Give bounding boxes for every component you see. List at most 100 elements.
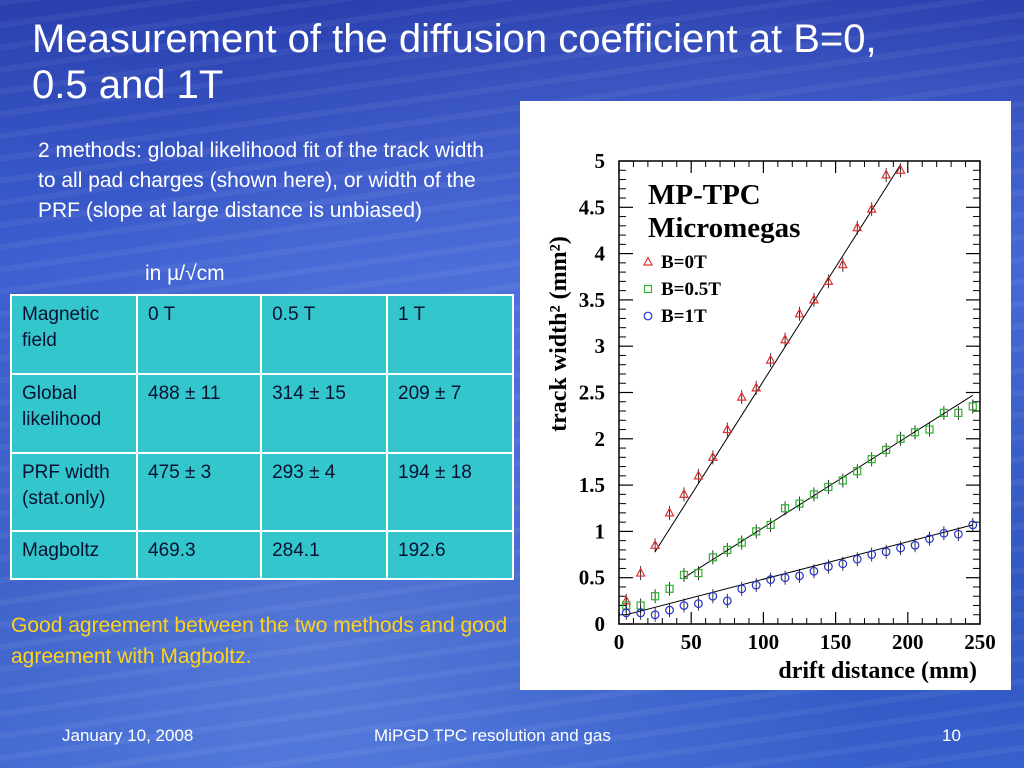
chart-title: MP-TPC [648, 179, 761, 211]
data-point-triangle [736, 391, 747, 401]
data-point-triangle [707, 451, 718, 461]
data-point-square [780, 504, 790, 513]
data-point-triangle [643, 256, 653, 266]
data-point-square [896, 434, 905, 443]
data-point-circle [968, 520, 978, 530]
table-cell: 192.6 [386, 530, 514, 580]
data-point-square [968, 402, 977, 411]
data-point-circle [722, 596, 732, 606]
table-row: Global likelihood 488 ± 11 314 ± 15 209 … [10, 372, 514, 454]
data-point-circle [650, 610, 660, 620]
x-axis-label: drift distance (mm) [778, 658, 977, 684]
footer-page-number: 10 [942, 726, 961, 745]
conclusion-text: Good agreement between the two methods a… [11, 614, 508, 668]
data-point-circle [823, 562, 833, 571]
table-cell: 475 ± 3 [135, 451, 263, 533]
table-row: PRF width (stat.only) 475 ± 3 293 ± 4 19… [10, 451, 514, 533]
y-tick-label: 4.5 [579, 195, 605, 219]
data-point-triangle [693, 470, 704, 480]
data-point-triangle [852, 221, 863, 232]
data-point-circle [694, 599, 703, 609]
table-row: Magboltz 469.3 284.1 192.6 [10, 530, 514, 580]
data-point-circle [838, 559, 848, 569]
data-point-circle [795, 571, 804, 581]
data-point-square [795, 499, 804, 508]
data-point-square [939, 408, 948, 417]
x-tick-label: 250 [964, 630, 996, 654]
data-point-square [643, 284, 653, 294]
data-point-square [694, 568, 703, 578]
table-cell: 209 ± 7 [386, 372, 514, 454]
data-point-circle [881, 547, 891, 557]
results-table: Magnetic field 0 T 0.5 T 1 T Global like… [10, 294, 514, 580]
data-point-circle [910, 540, 920, 550]
data-point-triangle [664, 507, 675, 517]
y-tick-label: 2.5 [579, 381, 605, 405]
data-point-square [809, 490, 819, 499]
legend-label: B=0.5T [661, 279, 721, 300]
legend-label: B=1T [661, 306, 707, 327]
table-cell: PRF width (stat.only) [10, 451, 138, 533]
x-tick-label: 200 [892, 630, 924, 654]
data-point-triangle [722, 423, 733, 434]
data-point-triangle [678, 488, 689, 498]
data-point-square [882, 445, 891, 455]
footer-date: January 10, 2008 [62, 726, 194, 745]
data-point-square [838, 476, 847, 485]
data-point-square [752, 527, 761, 536]
intro-text: 2 methods: global likelihood fit of the … [38, 139, 484, 222]
data-point-triangle [635, 567, 646, 577]
y-axis-label: track width² (mm²) [546, 236, 572, 432]
y-tick-label: 3.5 [579, 288, 605, 312]
data-point-circle [708, 591, 718, 601]
data-point-triangle [823, 275, 834, 285]
table-cell: 469.3 [135, 530, 263, 580]
data-point-circle [636, 608, 646, 618]
data-point-triangle [765, 354, 776, 364]
x-tick-label: 0 [614, 630, 625, 654]
table-cell: 1 T [386, 294, 514, 375]
data-point-circle [867, 550, 877, 559]
table-row: Magnetic field 0 T 0.5 T 1 T [10, 294, 514, 375]
slide-title: Measurement of the diffusion coefficient… [32, 17, 877, 107]
data-point-circle [737, 584, 747, 594]
x-tick-label: 100 [748, 630, 780, 654]
table-cell: Magnetic field [10, 294, 138, 375]
diffusion-chart: MP-TPC Micromegas drift distance (mm) tr… [546, 149, 996, 684]
data-point-circle [766, 575, 776, 584]
data-point-square [954, 408, 963, 417]
data-point-triangle [895, 164, 906, 174]
data-point-triangle [866, 203, 877, 213]
data-point-triangle [751, 382, 762, 392]
footer-title: MiPGD TPC resolution and gas [374, 726, 611, 745]
y-tick-label: 0.5 [579, 566, 605, 590]
data-point-circle [852, 554, 862, 564]
data-point-circle [953, 529, 963, 539]
plot-panel: MP-TPC Micromegas drift distance (mm) tr… [520, 101, 1011, 690]
data-point-square [679, 570, 689, 580]
data-point-circle [621, 608, 631, 618]
data-point-square [665, 584, 674, 593]
table-cell: Magboltz [10, 530, 138, 580]
x-tick-label: 150 [820, 630, 852, 654]
y-tick-label: 2 [595, 427, 606, 451]
data-point-square [910, 428, 920, 437]
y-tick-label: 5 [595, 149, 606, 173]
table-cell: 194 ± 18 [386, 451, 514, 533]
y-tick-label: 1.5 [579, 473, 605, 497]
data-point-circle [896, 543, 905, 553]
table-cell: Global likelihood [10, 372, 138, 454]
data-point-triangle [808, 294, 819, 304]
data-point-circle [679, 601, 689, 610]
data-point-square [853, 467, 862, 476]
data-point-circle [939, 528, 949, 538]
units-note: in µ/√cm [145, 262, 225, 285]
data-point-square [766, 520, 775, 530]
table-cell: 314 ± 15 [260, 372, 389, 454]
table-cell: 488 ± 11 [135, 372, 263, 454]
y-tick-label: 0 [595, 612, 606, 636]
data-point-square [737, 538, 746, 547]
chart-subtitle: Micromegas [648, 212, 800, 244]
table-cell: 284.1 [260, 530, 389, 580]
data-point-circle [780, 573, 790, 583]
